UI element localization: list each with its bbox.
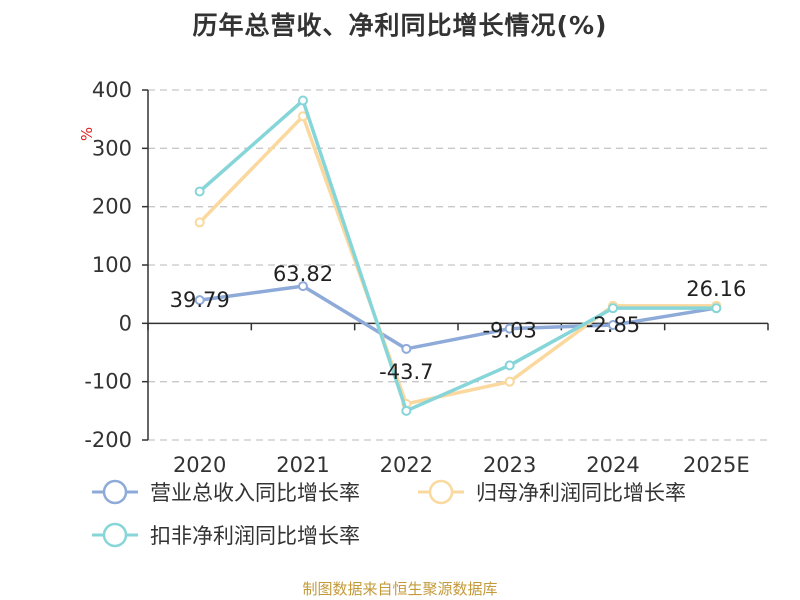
- chart-title: 历年总营收、净利同比增长情况(%): [192, 11, 608, 40]
- data-point: [401, 343, 412, 354]
- y-tick-label: 300: [92, 136, 132, 160]
- legend-marker: [428, 479, 454, 505]
- data-point: [194, 217, 205, 228]
- y-axis-unit-label: %: [78, 127, 96, 141]
- data-point: [401, 405, 412, 416]
- x-tick-label: 2025E: [683, 453, 750, 477]
- legend-label: 扣非净利润同比增长率: [150, 524, 360, 548]
- grid-lines: [148, 89, 768, 441]
- data-label: 63.82: [273, 262, 333, 286]
- data-point: [298, 95, 308, 106]
- data-point: [194, 295, 205, 306]
- source-note: 制图数据来自恒生聚源数据库: [302, 580, 498, 598]
- data-label: -2.85: [586, 313, 640, 337]
- legend-marker: [102, 479, 128, 505]
- tick-labels: 400 300 200 100 0 -100 -200 2020 2021 2022 2023 202…: [84, 78, 749, 477]
- y-tick-label: 200: [92, 195, 132, 219]
- data-point: [298, 281, 308, 292]
- y-tick-label: 0: [119, 311, 132, 335]
- series-line-2: [198, 98, 717, 413]
- y-tick-label: 400: [92, 78, 132, 102]
- data-point: [504, 376, 515, 387]
- legend-label: 营业总收入同比增长率: [150, 481, 360, 505]
- data-point: [504, 323, 515, 334]
- axes: [142, 89, 769, 441]
- legend-label: 归母净利润同比增长率: [476, 481, 686, 505]
- data-label: -9.03: [482, 319, 536, 343]
- data-point: [194, 186, 205, 197]
- y-tick-label: -200: [84, 428, 132, 452]
- data-point: [608, 319, 618, 330]
- series-line-0: [199, 284, 717, 351]
- x-tick-label: 2023: [483, 453, 536, 477]
- series-line-1: [198, 114, 717, 406]
- x-tick-label: 2022: [380, 453, 433, 477]
- y-tick-label: -100: [84, 370, 132, 394]
- y-tick-label: 100: [92, 253, 132, 277]
- data-point: [711, 303, 722, 314]
- legend-marker: [102, 522, 128, 548]
- x-tick-label: 2020: [173, 453, 226, 477]
- data-labels: 39.79 63.82 -43.7 -9.03 -2.85 26.16: [170, 262, 747, 384]
- data-label: -43.7: [379, 360, 433, 384]
- data-point: [504, 360, 515, 371]
- x-tick-label: 2024: [586, 453, 639, 477]
- x-tick-label: 2021: [276, 453, 329, 477]
- data-label: 26.16: [686, 277, 746, 301]
- data-label: 39.79: [170, 288, 230, 312]
- series-lines: [194, 95, 722, 416]
- data-point: [608, 303, 618, 314]
